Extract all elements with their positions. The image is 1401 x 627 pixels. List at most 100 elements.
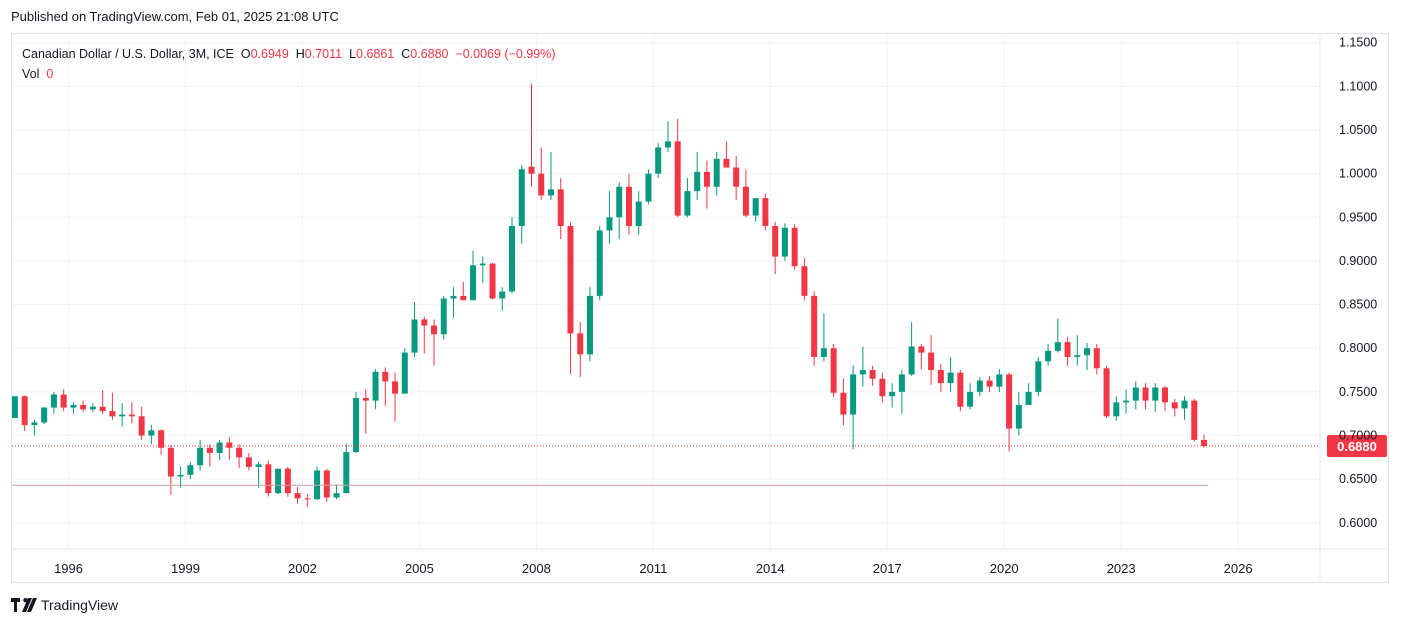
candle-down [986,376,993,392]
candle-up [187,461,194,480]
candle-down [99,390,106,414]
x-tick-label: 2026 [1224,561,1253,576]
candle-up [859,346,866,387]
candle-body [596,230,603,296]
tradingview-logo[interactable]: TradingView [11,597,118,613]
candle-body [645,173,652,202]
candle-up [1045,343,1052,366]
candle-body [1006,374,1013,429]
candle-body [830,348,837,393]
logo-text: TradingView [41,597,119,613]
candle-body [206,447,213,453]
candle-body [226,442,233,448]
volume-label[interactable]: Vol [22,67,40,81]
candle-up [343,444,350,494]
candle-down [392,372,399,422]
candle-body [928,352,935,371]
candle-body [655,147,662,174]
candle-body [431,325,438,335]
candle-body [1035,361,1042,392]
candle-body [772,226,779,257]
candlestick-chart[interactable]: 0.6880 1.1500 1.1000 1.0500 1.0000 0.9500 0.9… [12,34,1388,582]
candle-up [1074,335,1081,366]
candle-body [577,333,584,355]
candle-down [1093,343,1100,375]
candle-body [31,422,38,426]
candle-up [31,419,38,436]
candle-body [850,374,857,415]
candle-down [869,365,876,386]
candle-up [976,377,983,397]
candle-down [167,445,174,495]
candle-body [791,227,798,267]
candle-down [431,319,438,366]
candle-down [567,222,574,375]
candle-down [742,169,749,218]
candle-up [645,169,652,205]
candle-up [752,198,759,222]
candle-down [60,389,67,412]
candle-up [41,406,48,425]
candle-body [762,198,769,227]
chart-frame[interactable]: 0.6880 1.1500 1.1000 1.0500 1.0000 0.9500 0.9… [11,33,1389,583]
candle-body [976,380,983,392]
candle-up [119,403,126,427]
candle-down [1103,365,1110,419]
open-label: O [240,47,251,61]
y-tick-label: 0.9000 [1339,254,1377,268]
candle-up [499,287,506,311]
candle-body [392,381,399,394]
candle-down [1191,398,1198,442]
candle-body [187,465,194,475]
candle-body [128,414,135,417]
candle-down [577,322,584,378]
candle-body [12,396,18,419]
candle-up [70,402,77,414]
candle-down [294,487,301,504]
candle-down [138,406,145,440]
candle-body [382,371,389,382]
x-tick-label: 2005 [405,561,434,576]
candle-up [1181,396,1188,420]
candle-body [869,370,876,379]
y-tick-label: 0.8000 [1339,341,1377,355]
candle-up [1132,381,1139,410]
candle-down [957,370,964,412]
candle-up [820,313,827,362]
candle-up [197,439,204,471]
candle-body [323,470,330,498]
candle-up [12,396,18,419]
candle-body [625,186,632,227]
candle-body [1181,400,1188,409]
candle-body [859,370,866,375]
candle-body [801,266,808,296]
candle-body [353,397,360,453]
candle-body [255,464,262,467]
symbol-name[interactable]: Canadian Dollar / U.S. Dollar, 3M, ICE [22,47,234,61]
candle-body [138,416,145,436]
candle-up [518,164,525,244]
candle-up [509,217,516,294]
candle-up [1025,383,1032,405]
candles [12,83,1208,508]
candle-up [479,256,486,283]
candle-down [304,494,311,508]
candle-up [372,369,379,410]
candle-body [1201,439,1208,446]
candle-up [333,484,340,500]
close-label: C [401,47,411,61]
candle-up [1152,383,1159,412]
candle-up [401,348,408,394]
candle-up [781,223,788,261]
candle-down [811,291,818,366]
open-value: 0.6949 [250,47,289,61]
candle-up [616,182,623,240]
candle-body [547,189,554,196]
candle-body [50,394,57,408]
x-tick-label: 2002 [288,561,317,576]
candle-body [1084,348,1091,356]
candle-body [197,447,204,466]
candle-down [830,343,837,398]
candle-body [694,171,701,192]
candle-up [967,383,974,410]
